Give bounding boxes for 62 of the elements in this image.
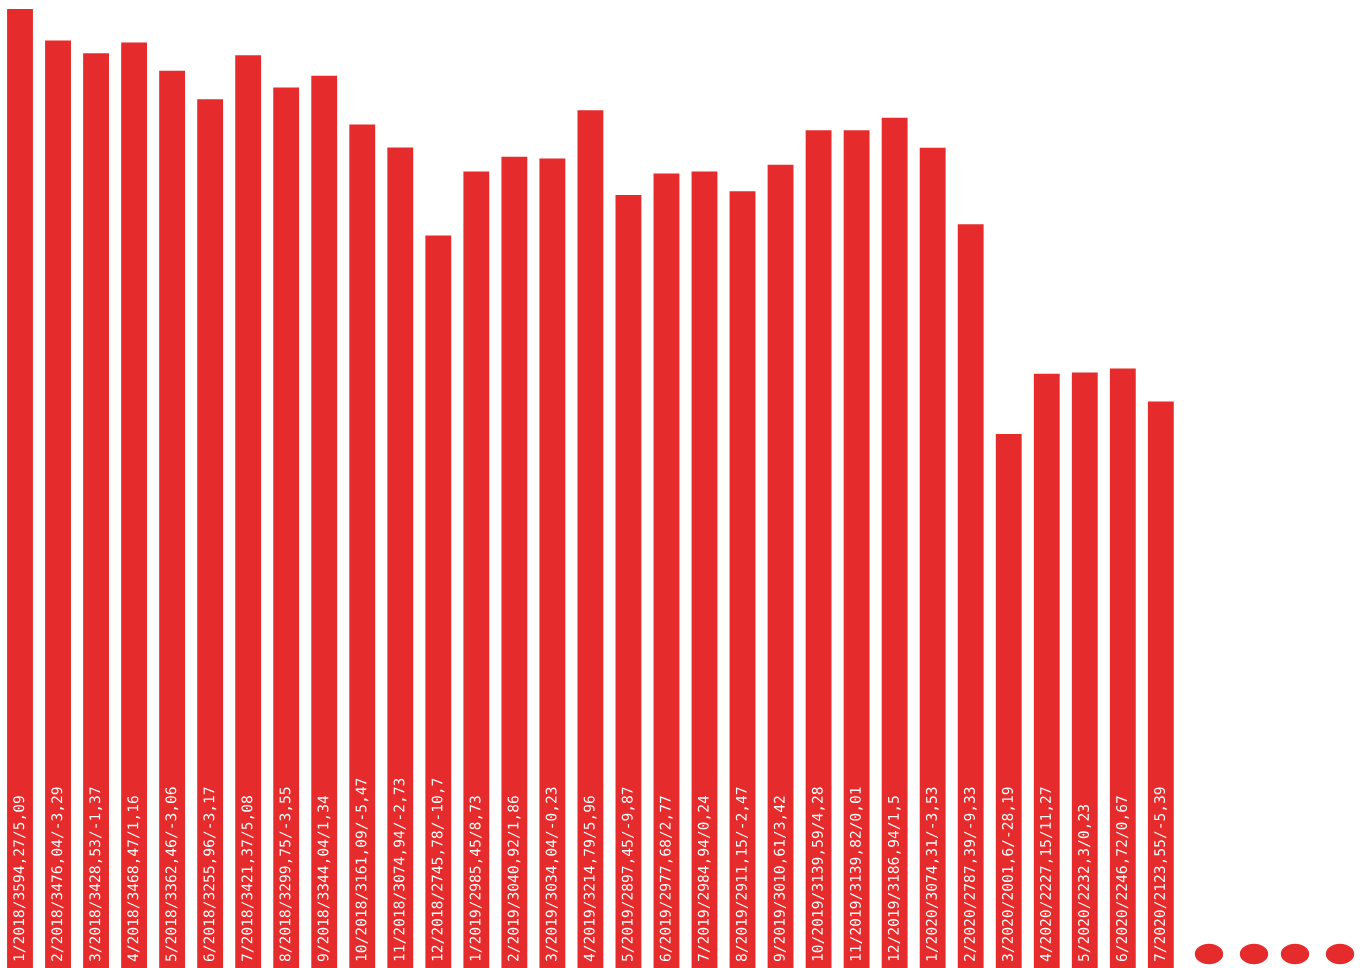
bar	[653, 173, 680, 968]
data-label: 6/2019/2977,68/2,77	[659, 796, 673, 962]
bar	[159, 70, 186, 968]
bar	[83, 53, 109, 968]
bar	[919, 147, 946, 968]
data-label: 7/2019/2984,94/0,24	[697, 795, 711, 962]
data-label: 4/2018/3468,47/1,16	[127, 796, 141, 962]
bar	[729, 191, 756, 968]
bar	[7, 9, 33, 968]
data-label: 9/2018/3344,04/1,34	[317, 795, 331, 962]
bar	[881, 117, 908, 968]
data-label: 10/2018/3161,09/-5,47	[355, 778, 369, 961]
data-label: 6/2018/3255,96/-3,17	[203, 787, 217, 962]
data-label: 1/2020/3074,31/-3,53	[925, 787, 939, 961]
data-label: 3/2018/3428,53/-1,37	[89, 787, 103, 962]
data-label: 5/2019/2897,45/-9,87	[621, 787, 635, 961]
bar	[1109, 368, 1136, 968]
data-label: 2/2018/3476,04/-3,29	[51, 787, 65, 961]
bar	[843, 130, 870, 968]
data-label: 5/2018/3362,46/-3,06	[165, 787, 179, 961]
bar	[45, 40, 71, 968]
bar	[995, 433, 1022, 968]
bar	[463, 171, 490, 968]
bar	[121, 42, 148, 968]
bar	[387, 147, 414, 968]
bar	[425, 235, 452, 968]
data-label: 1/2018/3594,27/5,09	[13, 796, 27, 961]
data-label: 7/2020/2123,55/-5,39	[1154, 787, 1167, 962]
data-label: 9/2019/3010,61/3,42	[773, 796, 787, 962]
bar	[311, 75, 338, 968]
data-label: 4/2019/3214,79/5,96	[583, 796, 597, 962]
data-label: 8/2019/2911,15/-2,47	[735, 787, 749, 962]
data-label: 3/2020/2001,6/-28,19	[1001, 787, 1015, 962]
data-label: 3/2019/3034,04/-0,23	[545, 787, 559, 962]
data-label: 2/2019/3040,92/1,86	[507, 796, 521, 961]
bar	[691, 171, 718, 968]
bar	[1071, 372, 1098, 968]
bar	[957, 224, 984, 968]
data-label: 11/2018/3074,94/-2,73	[393, 778, 407, 961]
bar	[273, 87, 300, 968]
data-label: 4/2020/2227,15/11,27	[1039, 787, 1053, 962]
bar	[349, 124, 376, 968]
bar	[615, 194, 642, 968]
bar	[767, 164, 794, 968]
bar	[1033, 373, 1060, 968]
data-label: 11/2019/3139,82/0,01	[849, 787, 863, 961]
bar	[501, 156, 528, 968]
data-label: 6/2020/2246,72/0,67	[1116, 796, 1129, 962]
data-label: 5/2020/2232,3/0,23	[1078, 805, 1091, 961]
bar	[197, 99, 224, 968]
data-label: 12/2018/2745,78/-10,7	[431, 778, 445, 961]
bar	[539, 158, 566, 968]
data-label: 2/2020/2787,39/-9,33	[963, 787, 977, 961]
data-label: 12/2019/3186,94/1,5	[887, 796, 901, 961]
data-label: 1/2019/2985,45/8,73	[469, 796, 483, 961]
bar	[577, 110, 604, 968]
data-label: 7/2018/3421,37/5,08	[241, 796, 255, 962]
bar	[1147, 401, 1174, 968]
data-label: 10/2019/3139,59/4,28	[811, 787, 825, 961]
bar	[235, 55, 262, 968]
bar	[805, 130, 832, 968]
data-label: 8/2018/3299,75/-3,55	[279, 787, 293, 962]
